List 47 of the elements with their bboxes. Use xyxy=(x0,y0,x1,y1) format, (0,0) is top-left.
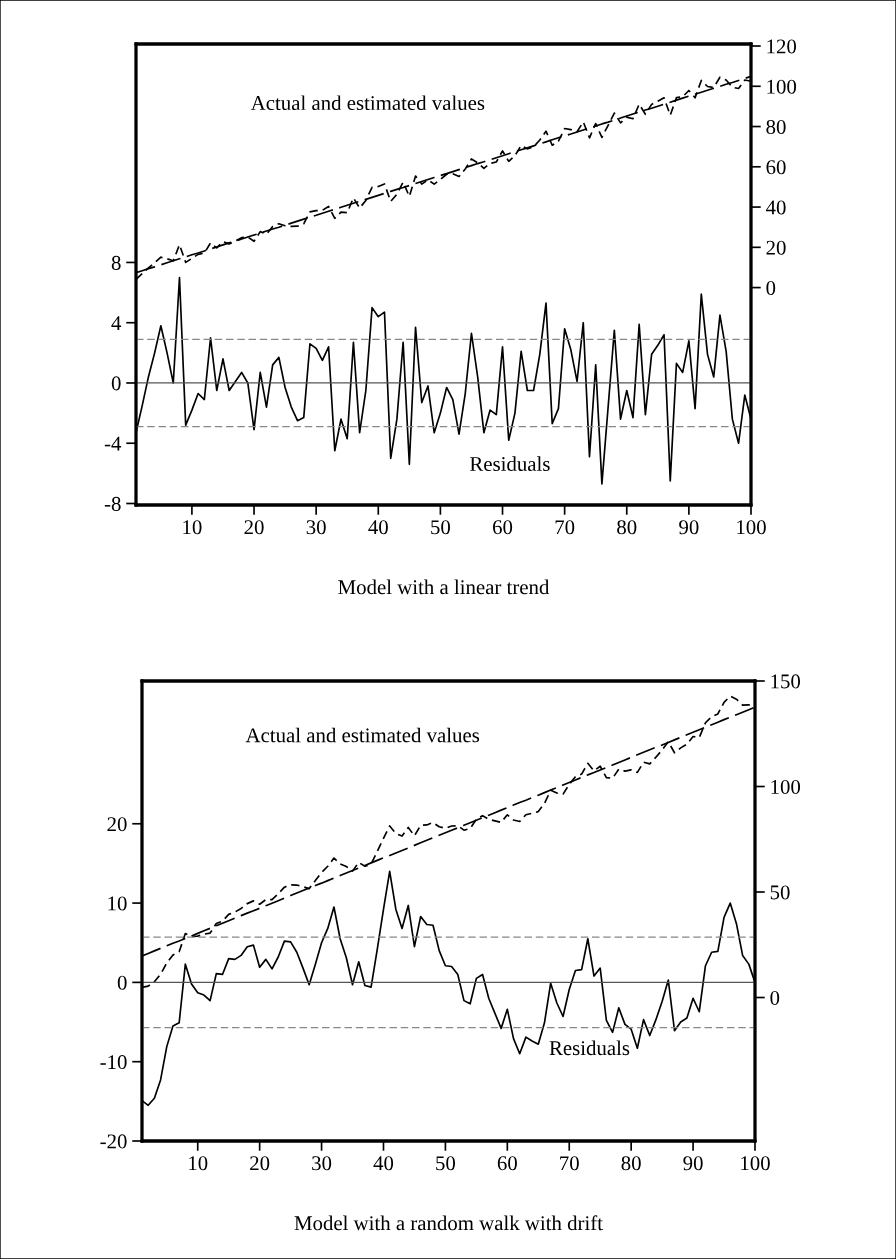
x-tick-label: 90 xyxy=(679,520,699,535)
y-tick-label: -8 xyxy=(104,496,121,511)
annotation: Actual and estimated values xyxy=(245,727,480,743)
x-tick-label: 40 xyxy=(368,520,388,535)
y-tick-label: 8 xyxy=(111,255,121,270)
x-tick-label: 60 xyxy=(492,520,513,535)
x-tick-label: 20 xyxy=(244,520,264,535)
y2-tick-label: 0 xyxy=(770,990,780,1005)
y2-tick-label: 20 xyxy=(766,240,786,255)
y2-tick-label: 100 xyxy=(771,779,801,794)
x-tick-label: 100 xyxy=(737,520,766,535)
y-tick-label: 4 xyxy=(111,316,122,330)
y-tick-label: -20 xyxy=(100,1134,127,1149)
x-tick-label: 40 xyxy=(373,1156,394,1171)
x-tick-label: 10 xyxy=(189,1156,208,1171)
x-tick-label: 20 xyxy=(250,1156,270,1171)
annotation: Residuals xyxy=(549,1040,630,1056)
y-tick-label: 10 xyxy=(108,896,127,911)
x-tick-label: 70 xyxy=(555,520,575,535)
y2-tick-label: 50 xyxy=(770,885,790,900)
y2-tick-label: 120 xyxy=(767,39,797,54)
x-tick-label: 70 xyxy=(560,1156,579,1171)
x-tick-label: 60 xyxy=(497,1156,517,1171)
y2-tick-label: 100 xyxy=(767,79,797,94)
y-tick-label: 0 xyxy=(117,975,127,990)
y-tick-label: -4 xyxy=(104,436,122,451)
x-tick-label: 80 xyxy=(617,520,637,535)
x-tick-label: 50 xyxy=(431,520,451,535)
annotation: Actual and estimated values xyxy=(250,95,485,111)
y2-tick-label: 80 xyxy=(766,119,786,134)
y2-tick-label: 60 xyxy=(766,160,786,175)
y2-tick-label: 40 xyxy=(765,200,786,215)
x-tick-label: 30 xyxy=(312,1156,332,1171)
y-tick-label: -10 xyxy=(100,1055,127,1070)
x-tick-label: 90 xyxy=(683,1156,703,1171)
y2-tick-label: 0 xyxy=(766,280,776,296)
x-tick-label: 80 xyxy=(621,1156,641,1171)
text: Model with a random walk with drift xyxy=(294,1215,603,1231)
x-tick-label: 30 xyxy=(306,520,326,535)
y2-tick-label: 150 xyxy=(771,674,801,689)
x-tick-label: 100 xyxy=(741,1156,770,1171)
text: Model with a linear trend xyxy=(338,579,550,595)
y-tick-label: 0 xyxy=(111,376,121,391)
x-tick-label: 50 xyxy=(436,1156,456,1171)
x-tick-label: 10 xyxy=(183,520,202,535)
annotation: Residuals xyxy=(470,456,550,472)
y-tick-label: 20 xyxy=(107,817,127,832)
